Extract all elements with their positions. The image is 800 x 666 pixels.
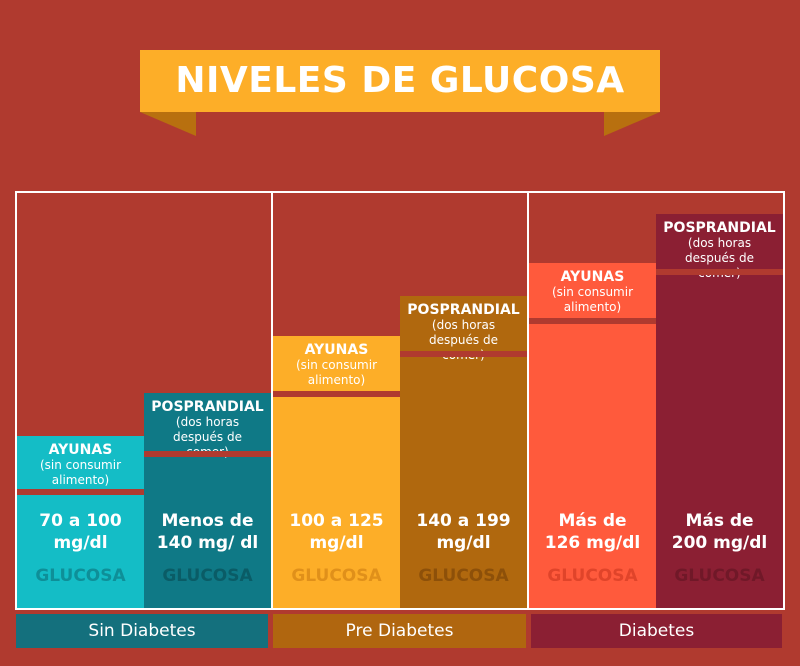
bar-kind: AYUNAS (48, 442, 113, 458)
bar-separator (656, 269, 783, 275)
bar-posprandial: POSPRANDIAL (dos horas después de comer)… (144, 393, 271, 609)
bar-kind: POSPRANDIAL (407, 302, 520, 318)
bar-value: 140 a 199 mg/dl (400, 510, 527, 554)
bar-value: Más de 126 mg/dl (529, 510, 656, 554)
bar-note: (sin consumir alimento) (39, 458, 122, 487)
bar-separator (17, 489, 144, 495)
bar-posprandial: POSPRANDIAL (dos horas después de comer)… (656, 214, 783, 609)
bar-glucosa-label: GLUCOSA (291, 566, 382, 586)
chart-frame (15, 191, 785, 610)
bar-separator (400, 351, 527, 357)
bar-separator (144, 451, 271, 457)
bar-kind: POSPRANDIAL (151, 399, 264, 415)
bar-glucosa-label: GLUCOSA (162, 566, 253, 586)
category-label-pre-diabetes: Pre Diabetes (273, 614, 526, 648)
bar-value: 70 a 100 mg/dl (17, 510, 144, 554)
bar-glucosa-label: GLUCOSA (418, 566, 509, 586)
bar-kind: AYUNAS (304, 342, 369, 358)
bar-value-line2: 126 mg/dl (544, 533, 641, 553)
bar-value-line2: mg/dl (53, 533, 108, 553)
bar-ayunas: AYUNAS (sin consumir alimento) Más de 12… (529, 263, 656, 609)
bar-value-line2: mg/dl (309, 533, 364, 553)
bar-value-line1: 140 a 199 (416, 511, 511, 531)
title-banner: NIVELES DE GLUCOSA (140, 50, 660, 112)
bar-kind: AYUNAS (560, 269, 625, 285)
bar-glucosa-label: GLUCOSA (547, 566, 638, 586)
group-divider (527, 191, 529, 610)
bar-value: Más de 200 mg/dl (656, 510, 783, 554)
bar-value-line1: 70 a 100 (39, 511, 122, 531)
bar-kind: POSPRANDIAL (663, 220, 776, 236)
group-divider (271, 191, 273, 610)
banner-ribbon-left (140, 112, 196, 136)
bar-header: AYUNAS (sin consumir alimento) (273, 336, 400, 388)
bar-glucosa-label: GLUCOSA (35, 566, 126, 586)
bar-value-line2: 200 mg/dl (671, 533, 768, 553)
bar-value-line1: Más de (685, 511, 754, 531)
bar-ayunas: AYUNAS (sin consumir alimento) 70 a 100 … (17, 436, 144, 609)
bar-value-line2: 140 mg/ dl (156, 533, 259, 553)
bar-ayunas: AYUNAS (sin consumir alimento) 100 a 125… (273, 336, 400, 609)
bar-note: (sin consumir alimento) (295, 358, 378, 387)
bar-glucosa-label: GLUCOSA (674, 566, 765, 586)
bar-value-line2: mg/dl (436, 533, 491, 553)
category-label-sin-diabetes: Sin Diabetes (16, 614, 268, 648)
bar-note: (sin consumir alimento) (551, 285, 634, 314)
bar-value-line1: 100 a 125 (289, 511, 384, 531)
bar-value: 100 a 125 mg/dl (273, 510, 400, 554)
banner-ribbon-right (604, 112, 660, 136)
bar-header: AYUNAS (sin consumir alimento) (529, 263, 656, 315)
category-label-diabetes: Diabetes (531, 614, 782, 648)
bar-value: Menos de 140 mg/ dl (144, 510, 271, 554)
bar-value-line1: Menos de (161, 511, 254, 531)
bar-posprandial: POSPRANDIAL (dos horas después de comer)… (400, 296, 527, 609)
bar-separator (529, 318, 656, 324)
bar-header: AYUNAS (sin consumir alimento) (17, 436, 144, 488)
bar-separator (273, 391, 400, 397)
bar-value-line1: Más de (558, 511, 627, 531)
